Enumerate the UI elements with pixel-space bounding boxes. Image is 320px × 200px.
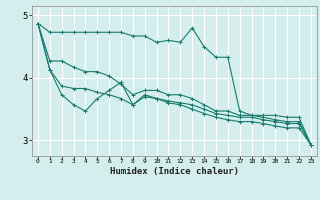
X-axis label: Humidex (Indice chaleur): Humidex (Indice chaleur): [110, 167, 239, 176]
